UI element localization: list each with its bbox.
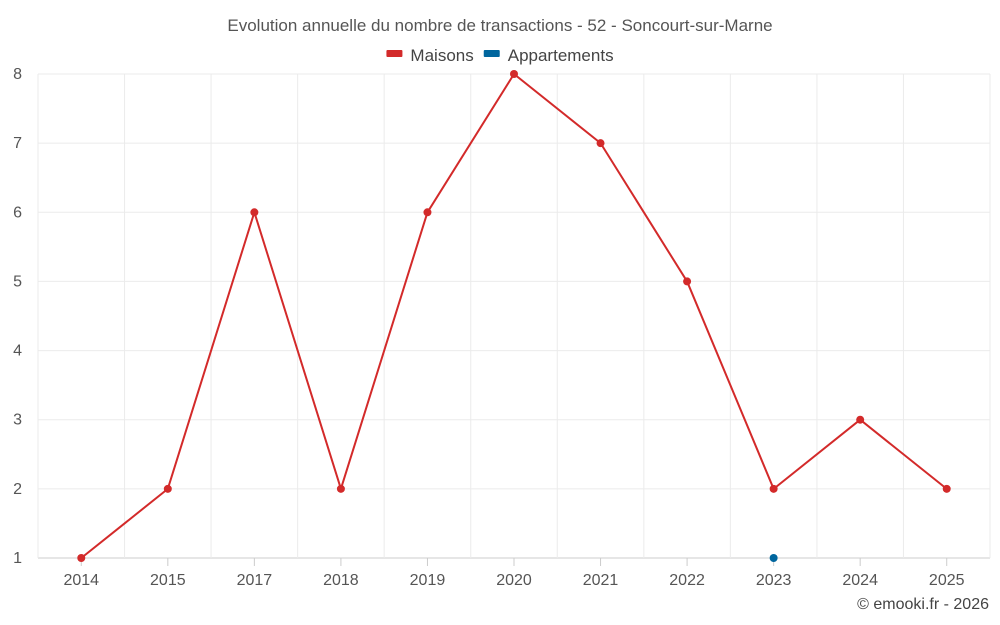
credit-text: © emooki.fr - 2026 xyxy=(857,596,989,613)
data-point-maisons-2023[interactable] xyxy=(769,484,778,493)
legend-item-appartements[interactable]: Appartements xyxy=(483,46,614,65)
x-tick-label: 2021 xyxy=(583,572,619,589)
data-point-maisons-2020[interactable] xyxy=(510,70,518,78)
legend: Maisons Appartements xyxy=(386,46,614,65)
y-tick-label: 3 xyxy=(13,412,22,429)
y-tick-label: 8 xyxy=(13,66,22,83)
y-tick-label: 4 xyxy=(13,343,22,360)
y-tick-label: 2 xyxy=(13,481,22,498)
y-tick-label: 1 xyxy=(13,550,22,567)
data-point-maisons-2021[interactable] xyxy=(596,139,605,148)
x-tick-label: 2017 xyxy=(237,572,273,589)
data-point-maisons-2022[interactable] xyxy=(683,277,692,286)
y-tick-label: 6 xyxy=(13,204,22,221)
x-tick-label: 2022 xyxy=(669,572,705,589)
series-layer xyxy=(77,70,951,562)
axes: 1 2 3 4 5 6 7 8 2014 2015 2017 2018 2019 2020 2021 2022… xyxy=(13,66,965,589)
data-point-appartements-2023[interactable] xyxy=(769,554,778,562)
data-point-maisons-2025[interactable] xyxy=(942,484,951,493)
data-point-maisons-2024[interactable] xyxy=(856,415,865,424)
data-point-maisons-2014[interactable] xyxy=(77,554,86,562)
x-tick-label: 2019 xyxy=(410,572,446,589)
x-tick-label: 2025 xyxy=(929,572,965,589)
y-tick-label: 7 xyxy=(13,135,22,152)
x-tick-label: 2018 xyxy=(323,572,359,589)
data-point-maisons-2015[interactable] xyxy=(163,484,172,493)
gridlines xyxy=(37,73,991,559)
x-tick-label: 2024 xyxy=(842,572,878,589)
legend-item-maisons[interactable]: Maisons xyxy=(386,46,474,65)
x-tick-label: 2015 xyxy=(150,572,186,589)
legend-swatch-maisons xyxy=(386,50,403,57)
legend-label: Maisons xyxy=(410,46,473,65)
x-tick-label: 2020 xyxy=(496,572,532,589)
legend-swatch-appartements xyxy=(483,50,500,57)
data-point-maisons-2019[interactable] xyxy=(423,208,432,217)
chart-title: Evolution annuelle du nombre de transact… xyxy=(227,16,772,35)
x-tick-label: 2023 xyxy=(756,572,792,589)
data-point-maisons-2017[interactable] xyxy=(250,208,259,217)
data-point-maisons-2018[interactable] xyxy=(336,484,345,493)
legend-label: Appartements xyxy=(508,46,614,65)
y-tick-label: 5 xyxy=(13,273,22,290)
x-tick-label: 2014 xyxy=(63,572,99,589)
